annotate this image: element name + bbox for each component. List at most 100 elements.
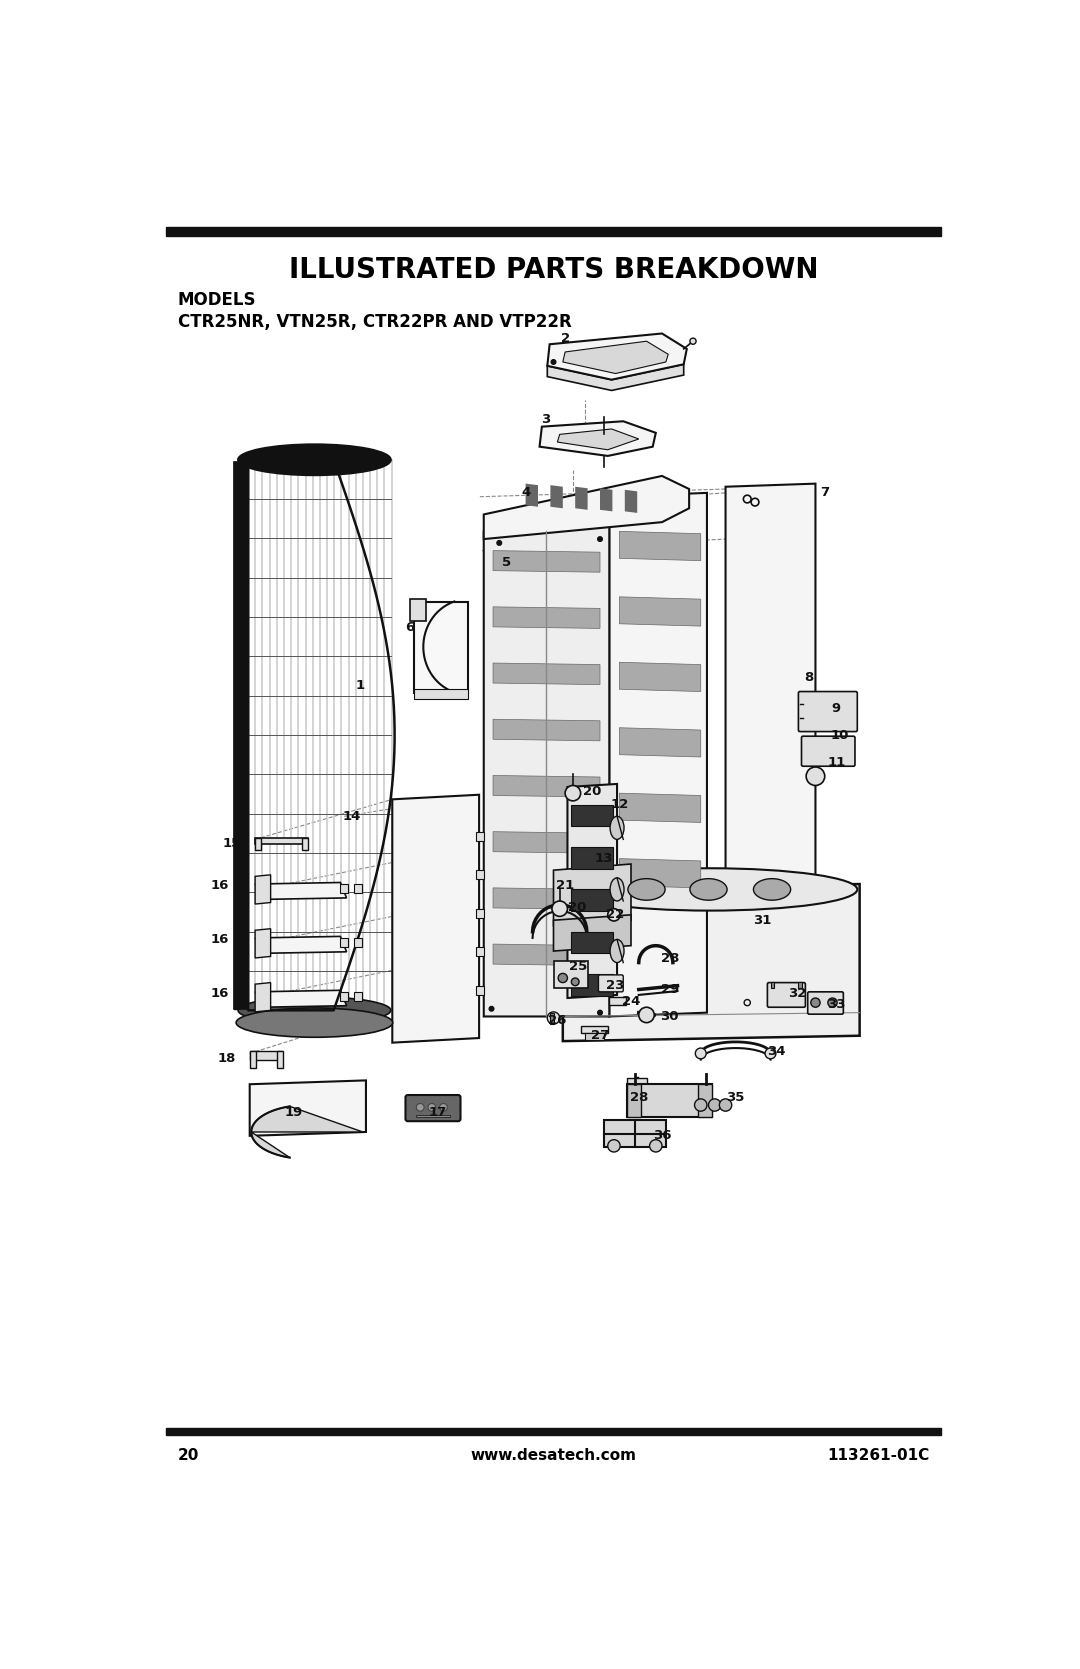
Polygon shape (619, 663, 701, 691)
Circle shape (627, 1087, 647, 1105)
Polygon shape (609, 492, 707, 1016)
Bar (567, 931, 591, 993)
Circle shape (806, 768, 825, 786)
Polygon shape (255, 983, 271, 1011)
Text: 18: 18 (217, 1053, 235, 1065)
Polygon shape (255, 990, 347, 1006)
Ellipse shape (610, 878, 624, 901)
Polygon shape (554, 915, 631, 951)
Text: 3: 3 (541, 414, 551, 426)
Bar (798, 981, 801, 988)
Text: 17: 17 (428, 1107, 446, 1120)
Text: 11: 11 (827, 756, 846, 769)
Text: 16: 16 (211, 986, 229, 1000)
FancyBboxPatch shape (768, 983, 806, 1006)
FancyBboxPatch shape (598, 975, 623, 991)
Circle shape (694, 1098, 707, 1112)
Bar (276, 1051, 283, 1068)
Polygon shape (619, 598, 701, 626)
Polygon shape (494, 551, 600, 572)
Text: 20: 20 (568, 901, 586, 913)
Bar (476, 831, 484, 841)
Bar (570, 975, 613, 996)
Circle shape (811, 998, 820, 1006)
Text: 29: 29 (661, 983, 679, 996)
Circle shape (696, 1048, 706, 1058)
Circle shape (719, 1098, 732, 1112)
Bar (770, 981, 774, 988)
FancyBboxPatch shape (798, 691, 858, 731)
Polygon shape (494, 888, 600, 910)
Bar (476, 870, 484, 880)
Text: 16: 16 (211, 880, 229, 891)
Polygon shape (255, 875, 271, 905)
Circle shape (416, 1103, 424, 1112)
Text: 8: 8 (805, 671, 814, 684)
Ellipse shape (238, 996, 391, 1023)
Bar (584, 1033, 604, 1040)
Bar (340, 885, 348, 893)
Circle shape (708, 1098, 721, 1112)
Bar (354, 991, 362, 1001)
Bar (249, 1051, 282, 1060)
Polygon shape (567, 784, 617, 998)
Circle shape (649, 1140, 662, 1152)
Polygon shape (548, 364, 684, 391)
Polygon shape (494, 776, 600, 798)
Bar (627, 1078, 647, 1085)
Polygon shape (392, 794, 480, 1043)
Polygon shape (494, 663, 600, 684)
Bar (301, 838, 308, 850)
Bar (550, 1013, 554, 1025)
Text: 12: 12 (610, 798, 629, 811)
Bar (410, 599, 426, 621)
Text: 5: 5 (502, 556, 512, 569)
Text: 25: 25 (569, 960, 588, 973)
Text: 30: 30 (661, 1010, 679, 1023)
Text: 15: 15 (222, 836, 241, 850)
Polygon shape (526, 484, 538, 507)
Text: 21: 21 (556, 880, 575, 891)
Circle shape (597, 537, 603, 541)
Bar (627, 1085, 713, 1117)
Polygon shape (619, 858, 701, 888)
Bar (340, 938, 348, 948)
Circle shape (638, 1006, 654, 1023)
Polygon shape (484, 497, 609, 1016)
Circle shape (497, 541, 501, 546)
Text: 2: 2 (561, 332, 569, 345)
Bar (354, 938, 362, 948)
Bar (627, 1085, 642, 1117)
FancyBboxPatch shape (808, 991, 843, 1015)
Circle shape (552, 901, 567, 916)
Text: 1: 1 (355, 679, 364, 693)
Bar (554, 961, 589, 988)
Polygon shape (563, 340, 669, 374)
Polygon shape (548, 334, 687, 379)
Bar (255, 838, 308, 845)
Polygon shape (619, 793, 701, 823)
Text: 32: 32 (788, 986, 807, 1000)
Polygon shape (600, 489, 612, 511)
FancyBboxPatch shape (405, 1095, 460, 1122)
Ellipse shape (238, 444, 391, 476)
Polygon shape (252, 1107, 363, 1158)
Ellipse shape (610, 816, 624, 840)
Text: 26: 26 (549, 1013, 567, 1026)
Ellipse shape (690, 878, 727, 900)
Circle shape (690, 339, 697, 344)
Bar (604, 1120, 666, 1147)
Ellipse shape (563, 868, 858, 911)
Ellipse shape (610, 940, 624, 963)
Polygon shape (619, 531, 701, 561)
Text: 14: 14 (342, 809, 361, 823)
Bar (581, 1026, 608, 1033)
Polygon shape (255, 883, 347, 900)
Text: 34: 34 (768, 1045, 786, 1058)
Circle shape (428, 1103, 435, 1112)
Text: 9: 9 (832, 703, 841, 714)
Text: 22: 22 (606, 908, 624, 921)
Circle shape (551, 361, 556, 364)
Polygon shape (726, 484, 815, 1018)
Text: 113261-01C: 113261-01C (827, 1449, 930, 1464)
